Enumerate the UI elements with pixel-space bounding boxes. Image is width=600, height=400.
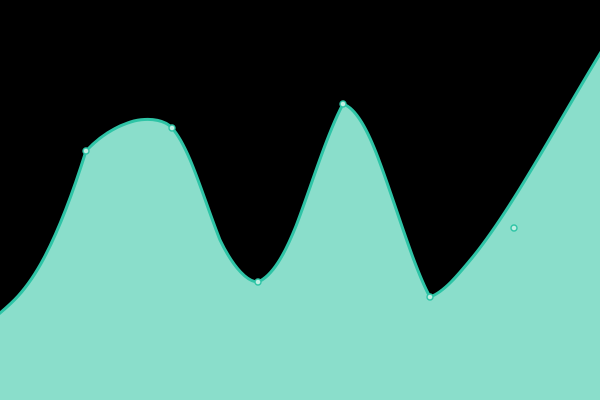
data-point-marker: [510, 224, 518, 232]
data-point-marker: [254, 278, 262, 286]
area-fill-path: [0, 53, 600, 400]
data-point-marker: [339, 100, 347, 108]
data-point-marker: [426, 293, 434, 301]
data-point-marker: [82, 147, 90, 155]
data-point-marker: [168, 124, 176, 132]
data-point-markers: [82, 100, 518, 301]
area-line-path: [0, 50, 600, 316]
